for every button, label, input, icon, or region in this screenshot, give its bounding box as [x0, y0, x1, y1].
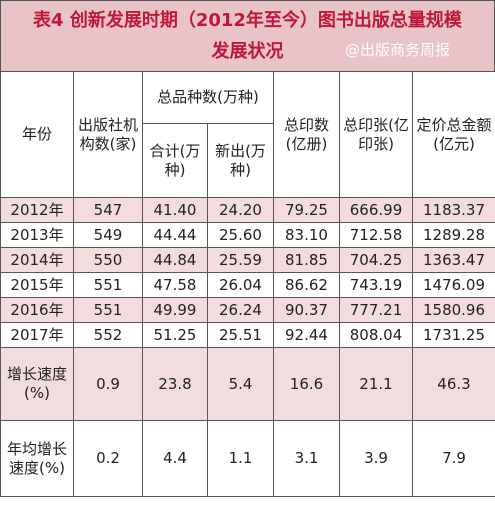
growth-value: 46.3: [412, 347, 495, 421]
cell-publishers: 547: [73, 197, 143, 223]
annual-growth-row: 年均增长速度(%) 0.2 4.4 1.1 3.1 3.9 7.9: [0, 420, 495, 497]
cell-new: 26.04: [207, 272, 274, 298]
growth-publishers: 0.9: [73, 347, 143, 421]
growth-new: 5.4: [207, 347, 274, 421]
annual-growth-publishers: 0.2: [73, 420, 143, 497]
header-total-titles: 总品种数(万种): [142, 71, 274, 124]
table-row: 2017年 552 51.25 25.51 92.44 808.04 1731.…: [0, 322, 495, 348]
annual-growth-prints: 3.1: [273, 420, 340, 497]
cell-subtotal: 51.25: [142, 322, 208, 348]
header-subtotal: 合计(万种): [142, 123, 208, 198]
cell-sheets: 777.21: [339, 297, 413, 323]
cell-prints: 79.25: [273, 197, 340, 223]
cell-value: 1731.25: [412, 322, 495, 348]
growth-sheets: 21.1: [339, 347, 413, 421]
header-year: 年份: [0, 71, 74, 198]
cell-publishers: 552: [73, 322, 143, 348]
growth-subtotal: 23.8: [142, 347, 208, 421]
cell-sheets: 666.99: [339, 197, 413, 223]
title-line-1: 表4 创新发展时期（2012年至今）图书出版总量规模: [33, 10, 462, 31]
cell-new: 24.20: [207, 197, 274, 223]
growth-label: 增长速度(%): [0, 347, 74, 421]
cell-prints: 90.37: [273, 297, 340, 323]
table-row: 2016年 551 49.99 26.24 90.37 777.21 1580.…: [0, 297, 495, 323]
cell-new: 25.51: [207, 322, 274, 348]
table-row: 2015年 551 47.58 26.04 86.62 743.19 1476.…: [0, 272, 495, 298]
cell-sheets: 808.04: [339, 322, 413, 348]
annual-growth-value: 7.9: [412, 420, 495, 497]
growth-prints: 16.6: [273, 347, 340, 421]
table-row: 2014年 550 44.84 25.59 81.85 704.25 1363.…: [0, 247, 495, 273]
cell-year: 2012年: [0, 197, 74, 223]
table-row: 2012年 547 41.40 24.20 79.25 666.99 1183.…: [0, 197, 495, 223]
growth-row: 增长速度(%) 0.9 23.8 5.4 16.6 21.1 46.3: [0, 347, 495, 421]
header-prints: 总印数(亿册): [273, 71, 340, 198]
annual-growth-subtotal: 4.4: [142, 420, 208, 497]
cell-value: 1183.37: [412, 197, 495, 223]
cell-year: 2014年: [0, 247, 74, 273]
cell-year: 2015年: [0, 272, 74, 298]
header-publishers: 出版社机构数(家): [73, 71, 143, 198]
data-table: 年份 出版社机构数(家) 总品种数(万种) 总印数(亿册) 总印张(亿印张) 定…: [0, 71, 495, 497]
cell-subtotal: 47.58: [142, 272, 208, 298]
table-row: 2013年 549 44.44 25.60 83.10 712.58 1289.…: [0, 222, 495, 248]
annual-growth-new: 1.1: [207, 420, 274, 497]
cell-subtotal: 44.84: [142, 247, 208, 273]
watermark: @出版商务周报: [344, 41, 450, 59]
cell-year: 2013年: [0, 222, 74, 248]
header-new-titles: 新出(万种): [207, 123, 274, 198]
cell-value: 1580.96: [412, 297, 495, 323]
cell-sheets: 743.19: [339, 272, 413, 298]
cell-publishers: 549: [73, 222, 143, 248]
cell-subtotal: 41.40: [142, 197, 208, 223]
cell-prints: 92.44: [273, 322, 340, 348]
cell-subtotal: 44.44: [142, 222, 208, 248]
cell-new: 25.59: [207, 247, 274, 273]
cell-sheets: 712.58: [339, 222, 413, 248]
cell-subtotal: 49.99: [142, 297, 208, 323]
cell-year: 2016年: [0, 297, 74, 323]
cell-prints: 86.62: [273, 272, 340, 298]
cell-value: 1363.47: [412, 247, 495, 273]
cell-prints: 81.85: [273, 247, 340, 273]
cell-value: 1289.28: [412, 222, 495, 248]
header-sheets: 总印张(亿印张): [339, 71, 413, 198]
cell-new: 26.24: [207, 297, 274, 323]
header-value: 定价总金额(亿元): [412, 71, 495, 198]
cell-publishers: 551: [73, 297, 143, 323]
cell-prints: 83.10: [273, 222, 340, 248]
cell-value: 1476.09: [412, 272, 495, 298]
cell-sheets: 704.25: [339, 247, 413, 273]
cell-new: 25.60: [207, 222, 274, 248]
title-line-2: 发展状况: [211, 41, 284, 62]
table-title: 表4 创新发展时期（2012年至今）图书出版总量规模 发展状况 @出版商务周报: [0, 0, 495, 71]
cell-publishers: 551: [73, 272, 143, 298]
annual-growth-label: 年均增长速度(%): [0, 420, 74, 497]
annual-growth-sheets: 3.9: [339, 420, 413, 497]
cell-year: 2017年: [0, 322, 74, 348]
cell-publishers: 550: [73, 247, 143, 273]
